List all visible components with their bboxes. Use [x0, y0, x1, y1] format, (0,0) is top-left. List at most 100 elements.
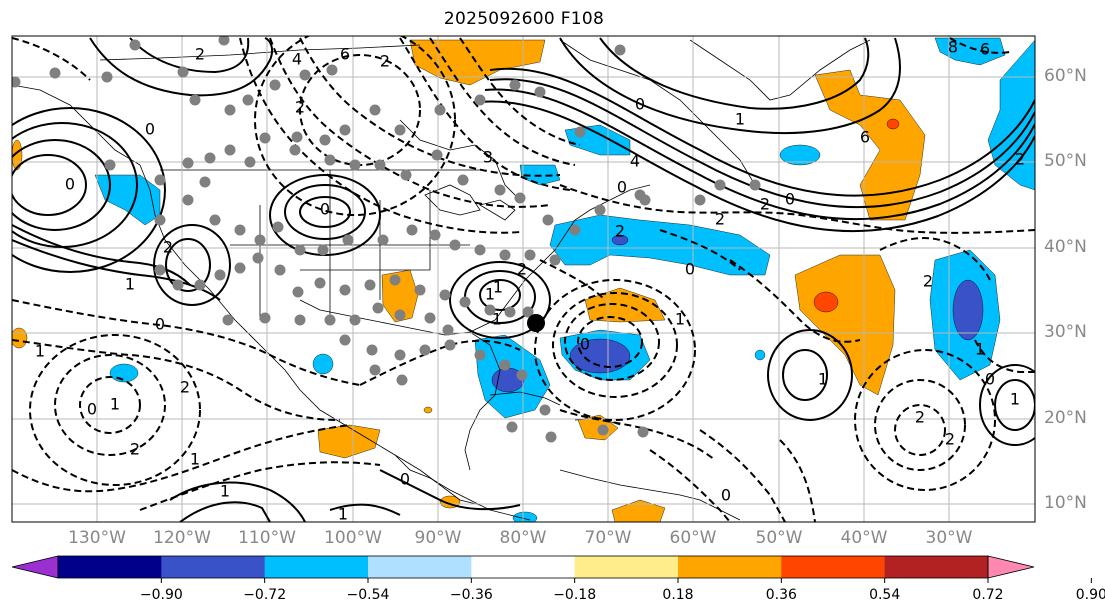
station-dot [614, 44, 626, 56]
station-dot [389, 274, 401, 286]
contour-label: 2 [760, 195, 770, 214]
anomaly-patch [794, 254, 896, 396]
coastline-segment [489, 391, 561, 406]
contour-dashed [459, 37, 581, 146]
station-dot [182, 194, 194, 206]
contour-label: 4 [292, 50, 302, 69]
contour-label: 2 [180, 378, 190, 397]
contour-dashed [564, 303, 660, 381]
coastline-segment [689, 39, 871, 101]
station-dot [474, 94, 486, 106]
contour-dashed [299, 37, 561, 177]
station-dot [499, 359, 511, 371]
station-dot [292, 286, 304, 298]
contour-label: 0 [617, 178, 627, 197]
contour-dashed [949, 37, 1011, 54]
lon-label: 50°W [755, 528, 803, 548]
station-dot [234, 224, 246, 236]
station-dot [254, 234, 266, 246]
lon-label: 40°W [840, 528, 888, 548]
contour-dashed [699, 429, 786, 522]
contour-solid [284, 184, 366, 240]
contour-solid [449, 261, 551, 339]
station-dot [294, 244, 306, 256]
station-dot [129, 39, 141, 51]
station-dot [259, 312, 271, 324]
coastline-segment [394, 454, 531, 521]
anomaly-patch [754, 349, 766, 361]
station-dot [274, 264, 286, 276]
colorbar-tick-label: 0.90 [1075, 587, 1105, 603]
contour-label: 2 [915, 408, 925, 427]
station-dot [377, 234, 389, 246]
anomaly-patch [934, 37, 1006, 66]
station-dot [218, 36, 230, 46]
station-dot [524, 249, 536, 261]
contour-dashed [894, 404, 946, 456]
station-dot [394, 124, 406, 136]
lon-label: 110°W [238, 528, 296, 548]
station-dot [319, 134, 331, 146]
station-dot [49, 67, 61, 79]
lat-label: 60°N [1044, 66, 1087, 86]
contour-dashed [79, 376, 141, 434]
station-dot [324, 154, 336, 166]
anomaly-patch [611, 499, 666, 522]
contour-lines [12, 36, 1035, 522]
lon-label: 60°W [669, 528, 717, 548]
contour-label: 1 [35, 342, 45, 361]
contour-label: 0 [785, 190, 795, 209]
contour-solid [994, 379, 1035, 431]
station-dot [314, 277, 326, 289]
contour-dashed [429, 37, 576, 166]
anomaly-patch [952, 279, 984, 341]
station-dots [12, 36, 761, 443]
contour-label: 1 [190, 450, 200, 469]
contour-dashed [559, 184, 1035, 234]
colorbar-tick-label: −0.54 [346, 587, 390, 603]
station-dot [449, 239, 461, 251]
contour-label: 0 [87, 400, 97, 419]
station-dot [474, 349, 486, 361]
anomaly-patch [813, 291, 839, 313]
contour-label: 1 [110, 395, 120, 414]
contour-solid [12, 107, 166, 273]
station-dot [474, 244, 486, 256]
contour-solid [379, 469, 521, 511]
contour-solid [299, 196, 351, 228]
station-dot [414, 284, 426, 296]
station-dot [259, 132, 271, 144]
station-dot [374, 159, 386, 171]
anomaly-patch [512, 511, 538, 522]
station-dot [299, 69, 311, 81]
station-dot [224, 144, 236, 156]
lon-label: 70°W [584, 528, 632, 548]
contour-dashed [54, 354, 166, 456]
contour-label: 2 [380, 52, 390, 71]
contour-label: 0 [65, 175, 75, 194]
station-dot [459, 296, 471, 308]
station-dot [269, 79, 281, 91]
station-dot [294, 314, 306, 326]
station-dot [457, 174, 469, 186]
station-dot [419, 344, 431, 356]
station-dot [189, 94, 201, 106]
station-dot [522, 306, 534, 318]
contour-solid [169, 481, 306, 522]
contour-solid [165, 238, 211, 292]
contour-dashed [12, 339, 341, 421]
station-dot [324, 314, 336, 326]
contour-solid [12, 139, 111, 231]
contour-label: 2 [517, 260, 527, 279]
station-dot [574, 126, 586, 138]
contour-label: 0 [320, 200, 330, 219]
contour-label: 1 [675, 310, 685, 329]
contour-label: 2 [615, 222, 625, 241]
contour-label: 0 [155, 315, 165, 334]
lat-label: 40°N [1044, 237, 1087, 257]
contour-label: 1 [1010, 390, 1020, 409]
contour-label: 0 [685, 260, 695, 279]
contour-dashed [139, 461, 381, 511]
contour-dashed [399, 37, 571, 191]
anomaly-patch [886, 118, 900, 130]
